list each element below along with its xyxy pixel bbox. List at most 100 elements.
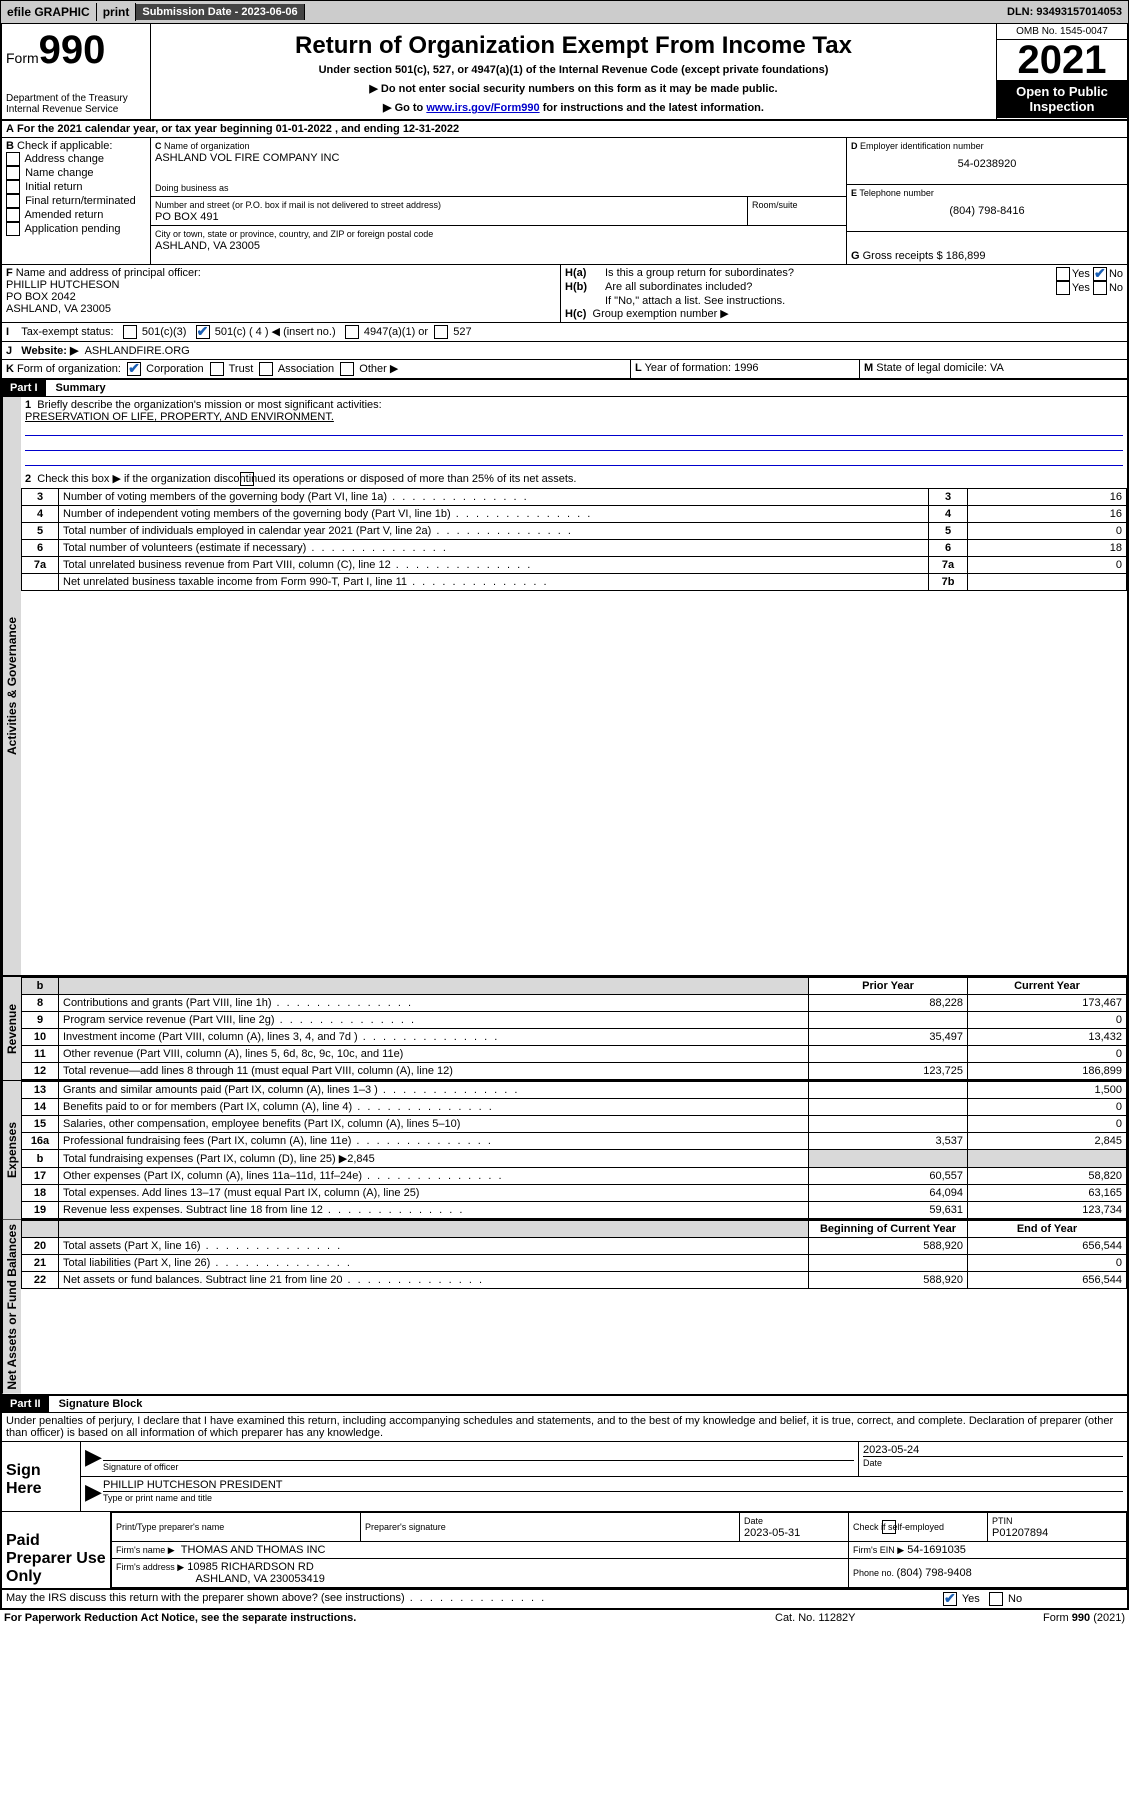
ty-begin: 01-01-2022	[276, 123, 332, 135]
chk-corp[interactable]	[127, 362, 141, 376]
k-assoc: Association	[278, 363, 334, 375]
chk-hb-no[interactable]	[1093, 281, 1107, 295]
d10: Investment income (Part VIII, column (A)…	[59, 1029, 809, 1046]
org-address: PO BOX 491	[155, 211, 219, 223]
chk-ha-no[interactable]	[1093, 267, 1107, 281]
e-label: Telephone number	[859, 188, 934, 198]
chk-trust[interactable]	[210, 362, 224, 376]
g-label: Gross receipts $	[863, 250, 946, 262]
chk-self-employed[interactable]	[882, 1520, 896, 1534]
n11: 11	[22, 1046, 59, 1063]
col-curr: Current Year	[968, 978, 1127, 995]
n20: 20	[22, 1238, 59, 1255]
chk-discuss-yes[interactable]	[943, 1592, 957, 1606]
table-row: 13Grants and similar amounts paid (Part …	[22, 1082, 1127, 1099]
n4: 4	[22, 506, 59, 523]
d14: Benefits paid to or for members (Part IX…	[59, 1099, 809, 1116]
form-title: Return of Organization Exempt From Incom…	[155, 32, 992, 60]
chk-address-change[interactable]	[6, 152, 20, 166]
hb-yes: Yes	[1072, 282, 1090, 294]
table-row: Print/Type preparer's name Preparer's si…	[112, 1512, 1127, 1541]
sign-here-block: Sign Here ▶ Signature of officer 2023-05…	[0, 1442, 1129, 1512]
d12: Total revenue—add lines 8 through 11 (mu…	[59, 1063, 809, 1080]
chk-discontinued[interactable]	[240, 472, 254, 486]
m-label: State of legal domicile:	[876, 362, 990, 374]
date-label: Date	[863, 1458, 882, 1468]
may-irs-text: May the IRS discuss this return with the…	[2, 1590, 939, 1608]
table-row: Firm's name ▶ THOMAS AND THOMAS INC Firm…	[112, 1541, 1127, 1558]
chk-other[interactable]	[340, 362, 354, 376]
h-ifno: If "No," attach a list. See instructions…	[565, 295, 1123, 307]
d7a: Total unrelated business revenue from Pa…	[59, 557, 929, 574]
year-formation: 1996	[734, 362, 758, 374]
p19: 59,631	[809, 1202, 968, 1219]
part1-badge: Part I	[2, 380, 46, 396]
ptin-label: PTIN	[992, 1516, 1013, 1526]
may-irs-row: May the IRS discuss this return with the…	[0, 1590, 1129, 1610]
chk-ha-yes[interactable]	[1056, 267, 1070, 281]
c17: 58,820	[968, 1168, 1127, 1185]
sign-here-label: Sign Here	[2, 1442, 81, 1511]
dba-label: Doing business as	[155, 183, 229, 193]
c19: 123,734	[968, 1202, 1127, 1219]
c11: 0	[968, 1046, 1127, 1063]
table-row: 20Total assets (Part X, line 16)588,9206…	[22, 1238, 1127, 1255]
n22: 22	[22, 1272, 59, 1289]
prep-date-label: Date	[744, 1516, 763, 1526]
l-label: Year of formation:	[645, 362, 734, 374]
chk-assoc[interactable]	[259, 362, 273, 376]
chk-amended[interactable]	[6, 208, 20, 222]
p11	[809, 1046, 968, 1063]
table-row: 15Salaries, other compensation, employee…	[22, 1116, 1127, 1133]
chk-501c3[interactable]	[123, 325, 137, 339]
table-row: 9Program service revenue (Part VIII, lin…	[22, 1012, 1127, 1029]
chk-final[interactable]	[6, 194, 20, 208]
chk-initial[interactable]	[6, 180, 20, 194]
chk-name-change[interactable]	[6, 166, 20, 180]
p16b	[809, 1150, 968, 1168]
efile-link[interactable]: efile GRAPHIC	[1, 3, 97, 21]
rule-1	[25, 423, 1123, 436]
chk-527[interactable]	[434, 325, 448, 339]
topbar: efile GRAPHIC print Submission Date - 20…	[0, 0, 1129, 24]
hc-label: Group exemption number ▶	[593, 308, 729, 320]
print-link[interactable]: print	[97, 3, 137, 21]
n3: 3	[22, 489, 59, 506]
tax-year: 2021	[997, 40, 1127, 80]
goto-pre: ▶ Go to	[383, 102, 426, 114]
section-k: K Form of organization: Corporation Trus…	[2, 360, 631, 378]
chk-discuss-no[interactable]	[989, 1592, 1003, 1606]
d13: Grants and similar amounts paid (Part IX…	[59, 1082, 809, 1099]
form990-link[interactable]: www.irs.gov/Form990	[426, 102, 539, 114]
table-row: 3Number of voting members of the governi…	[22, 489, 1127, 506]
i-501c3: 501(c)(3)	[142, 326, 187, 338]
goto-line: ▶ Go to www.irs.gov/Form990 for instruct…	[155, 101, 992, 114]
paperwork-notice: For Paperwork Reduction Act Notice, see …	[4, 1612, 775, 1624]
n13: 13	[22, 1082, 59, 1099]
gross-cell: G Gross receipts $ 186,899	[847, 232, 1127, 264]
ha-yes: Yes	[1072, 268, 1090, 280]
d22: Net assets or fund balances. Subtract li…	[59, 1272, 809, 1289]
chk-hb-yes[interactable]	[1056, 281, 1070, 295]
ein-value: 54-0238920	[851, 158, 1123, 170]
firm-addr1: 10985 RICHARDSON RD	[187, 1561, 314, 1573]
phone-cell: E Telephone number (804) 798-8416	[847, 185, 1127, 232]
officer-name: PHILLIP HUTCHESON	[6, 279, 120, 291]
firm-addr2: ASHLAND, VA 230053419	[195, 1573, 324, 1585]
cat-no: Cat. No. 11282Y	[775, 1612, 975, 1624]
d18: Total expenses. Add lines 13–17 (must eq…	[59, 1185, 809, 1202]
c14: 0	[968, 1099, 1127, 1116]
line2-text: Check this box ▶ if the organization dis…	[37, 473, 576, 485]
phone-value: (804) 798-8416	[851, 205, 1123, 217]
part1-title: Summary	[46, 382, 106, 394]
d4: Number of independent voting members of …	[59, 506, 929, 523]
chk-4947[interactable]	[345, 325, 359, 339]
rev-table: bPrior YearCurrent Year 8Contributions a…	[21, 977, 1127, 1080]
table-row: 14Benefits paid to or for members (Part …	[22, 1099, 1127, 1116]
chk-501c[interactable]	[196, 325, 210, 339]
part1-body: Activities & Governance 1 Briefly descri…	[0, 397, 1129, 977]
ha-no: No	[1109, 268, 1123, 280]
chk-pending[interactable]	[6, 222, 20, 236]
irs-label: Internal Revenue Service	[6, 104, 146, 115]
tab-netassets: Net Assets or Fund Balances	[2, 1220, 21, 1394]
